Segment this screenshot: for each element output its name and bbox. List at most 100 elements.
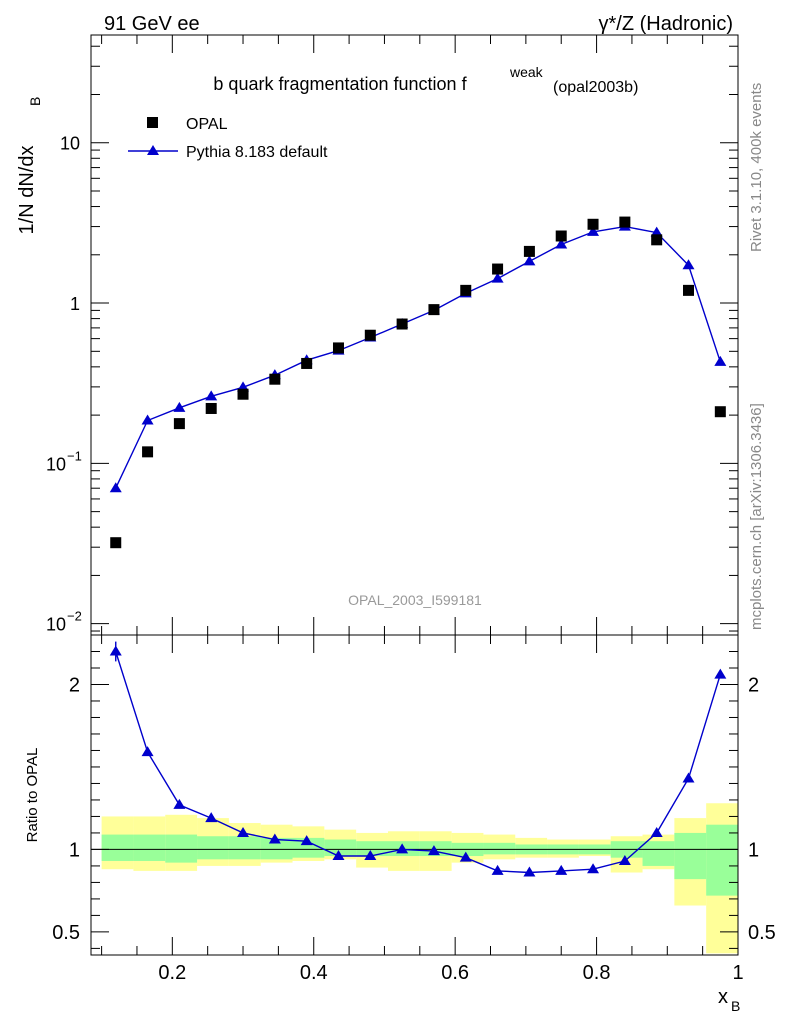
mcplots-label: mcplots.cern.ch [arXiv:1306.3436] [748, 403, 765, 630]
opal-point [460, 284, 472, 296]
ratio-point [587, 863, 600, 874]
ratio-point [523, 866, 536, 877]
pythia-point [587, 225, 600, 236]
ratio-point [396, 843, 409, 854]
ratio-line [115, 651, 721, 874]
ratio-ytick-label-left: 0.5 [52, 922, 80, 944]
header-right: γ*/Z (Hadronic) [599, 13, 733, 35]
ratio-band-inner [483, 842, 516, 855]
opal-point [587, 218, 599, 230]
opal-point [396, 318, 408, 330]
ratio-ytick-label-right: 1 [748, 839, 759, 861]
opal-point [619, 216, 631, 228]
rivet-label: Rivet 3.1.10, 400k events [748, 83, 765, 252]
ratio-ylabel: Ratio to OPAL [24, 748, 41, 843]
legend-label-opal: OPAL [186, 116, 228, 133]
ratio-point [268, 833, 281, 844]
pythia-point [205, 390, 218, 401]
main-title-tag: (opal2003b) [553, 79, 638, 96]
opal-point [269, 373, 281, 385]
ratio-point [205, 812, 218, 823]
pythia-point [714, 355, 727, 366]
ratio-xtick-label: 0.8 [583, 962, 611, 984]
pythia-point [555, 238, 568, 249]
opal-point [428, 304, 440, 316]
ratio-band-inner [292, 837, 325, 858]
ratio-point [427, 845, 440, 856]
legend-marker-pythia [147, 145, 159, 155]
ratio-band-inner [642, 841, 675, 866]
opal-point [651, 234, 663, 246]
opal-point [555, 230, 567, 242]
ratio-band-inner [197, 836, 229, 860]
main-ytick-label: 10 [46, 454, 66, 474]
opal-point [237, 388, 249, 400]
pythia-point [682, 259, 695, 270]
ratio-point [109, 645, 122, 656]
ratio-band-inner [356, 841, 388, 857]
ratio-point [682, 772, 695, 783]
opal-point [492, 263, 504, 275]
main-ylabel-subscript: B [27, 97, 43, 106]
ratio-point [364, 850, 377, 861]
ratio-point [300, 835, 313, 846]
ratio-band-inner [101, 834, 134, 861]
ratio-xtick-label: 0.4 [300, 962, 328, 984]
main-ylabel: 1/N dN/dx [16, 146, 38, 235]
legend-marker-opal [147, 117, 158, 128]
ratio-band-inner [133, 834, 166, 861]
ratio-ytick-label-left: 2 [69, 674, 80, 696]
pythia-point [650, 226, 663, 237]
opal-point [205, 402, 217, 414]
ratio-xlabel-subscript: B [731, 998, 740, 1014]
ratio-xtick-label: 0.2 [158, 962, 186, 984]
opal-point [683, 284, 695, 296]
analysis-watermark: OPAL_2003_I599181 [348, 592, 482, 608]
ratio-point [555, 864, 568, 875]
ratio-bands [91, 803, 738, 954]
ratio-band-inner [260, 837, 293, 860]
ratio-ytick-label-right: 2 [748, 674, 759, 696]
main-marks [109, 216, 727, 549]
pythia-point [173, 401, 186, 412]
ratio-band-inner [324, 839, 357, 857]
pythia-point [491, 272, 504, 283]
main-ytick-label: 10 [60, 134, 80, 154]
main-ytick-label: 1 [70, 294, 80, 314]
ratio-band-inner [674, 832, 707, 880]
ratio-marks [109, 641, 727, 877]
ratio-point [618, 854, 631, 865]
ratio-axes: 0.5 0.51 12 20.2 0.4 0.6 0.8 1 [52, 635, 776, 984]
main-ytick-label-exponent: −1 [67, 448, 82, 463]
ratio-xtick-label: 0.6 [441, 962, 469, 984]
ratio-point [332, 850, 345, 861]
ratio-point [459, 851, 472, 862]
opal-point [110, 537, 122, 549]
ratio-frame [90, 634, 739, 956]
ratio-ytick-label-right: 0.5 [748, 922, 776, 944]
opal-point [332, 342, 344, 354]
pythia-point [141, 414, 154, 425]
opal-point [142, 446, 154, 458]
opal-point [714, 406, 726, 418]
main-ytick-label-exponent: −2 [67, 609, 82, 624]
ratio-xtick-label: 1 [732, 962, 743, 984]
ratio-band-inner [228, 836, 261, 860]
opal-point [364, 329, 376, 341]
ratio-xlabel: x [718, 986, 728, 1008]
ratio-point [714, 668, 727, 679]
ratio-point [173, 798, 186, 809]
ratio-point [491, 864, 504, 875]
ratio-panel: 0.5 0.51 12 20.2 0.4 0.6 0.8 1 Ratio to OPAL x … [24, 634, 776, 1014]
pythia-point [109, 482, 122, 493]
pythia-point [523, 255, 536, 266]
ratio-band-inner [165, 834, 198, 863]
main-ytick-label: 10 [46, 615, 66, 635]
header-left: 91 GeV ee [104, 13, 200, 35]
legend-label-pythia: Pythia 8.183 default [186, 144, 328, 161]
main-title: b quark fragmentation function f [213, 74, 467, 94]
opal-point [301, 357, 313, 369]
